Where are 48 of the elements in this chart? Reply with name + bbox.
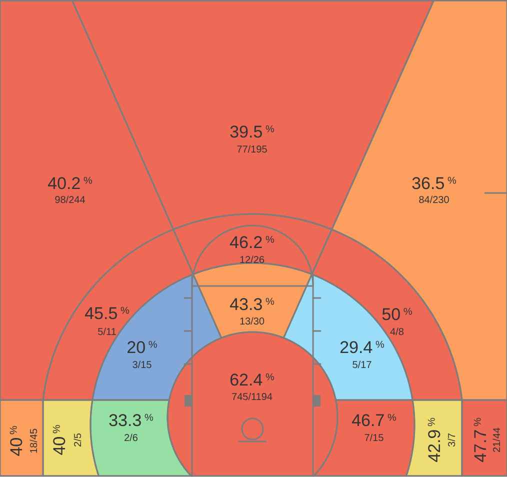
category-label: 77/195 xyxy=(237,145,267,153)
data-label: 50 xyxy=(382,308,400,320)
category-label: 3/7 xyxy=(448,434,456,447)
data-label: 40 xyxy=(10,438,22,456)
data-label: 29.4 xyxy=(340,341,372,354)
data-label: 46.2 xyxy=(230,236,262,248)
data-label: 62.4 xyxy=(230,374,262,386)
text: % xyxy=(84,176,92,184)
text: % xyxy=(404,308,412,315)
data-label: 47.7 xyxy=(474,430,486,462)
text: % xyxy=(388,414,396,421)
text: % xyxy=(448,176,456,184)
data-label: 36.5 xyxy=(412,177,444,190)
text: % xyxy=(266,298,274,305)
data-label: 43.3 xyxy=(230,298,262,310)
category-label: 2/6 xyxy=(124,434,138,442)
category-label: 98/244 xyxy=(55,196,85,204)
category-label: 5/11 xyxy=(98,328,116,336)
data-label: 45.5 xyxy=(84,307,117,320)
text: % xyxy=(266,125,274,132)
category-label: 3/15 xyxy=(132,360,152,368)
data-label: 40 xyxy=(53,437,66,456)
category-label: 84/230 xyxy=(419,196,449,204)
category-label: 5/17 xyxy=(352,360,372,368)
category-label: 4/8 xyxy=(390,328,404,336)
category-label: 2/5 xyxy=(74,434,82,447)
category-label: 12/26 xyxy=(240,256,264,264)
category-label: 7/15 xyxy=(364,434,384,442)
text: % xyxy=(428,418,435,426)
data-label: 33.3 xyxy=(109,414,141,426)
data-label: 42.9 xyxy=(428,430,440,462)
category-label: 18/45 xyxy=(30,429,38,453)
category-label: 21/44 xyxy=(492,428,500,452)
text: % xyxy=(148,340,157,348)
data-label: 20 xyxy=(128,341,145,354)
data-label: 46.7 xyxy=(352,414,384,426)
text: % xyxy=(10,426,17,434)
text: % xyxy=(266,236,274,243)
category-label: 745/1194 xyxy=(232,392,272,400)
text: % xyxy=(376,340,384,348)
text: % xyxy=(52,425,60,434)
category-label: 13/30 xyxy=(240,317,264,325)
data-label: 39.5 xyxy=(230,126,262,138)
data-label: 40.2 xyxy=(48,177,80,190)
text: % xyxy=(474,418,481,426)
text: % xyxy=(144,414,154,421)
text: % xyxy=(266,373,274,380)
text: % xyxy=(120,306,130,314)
